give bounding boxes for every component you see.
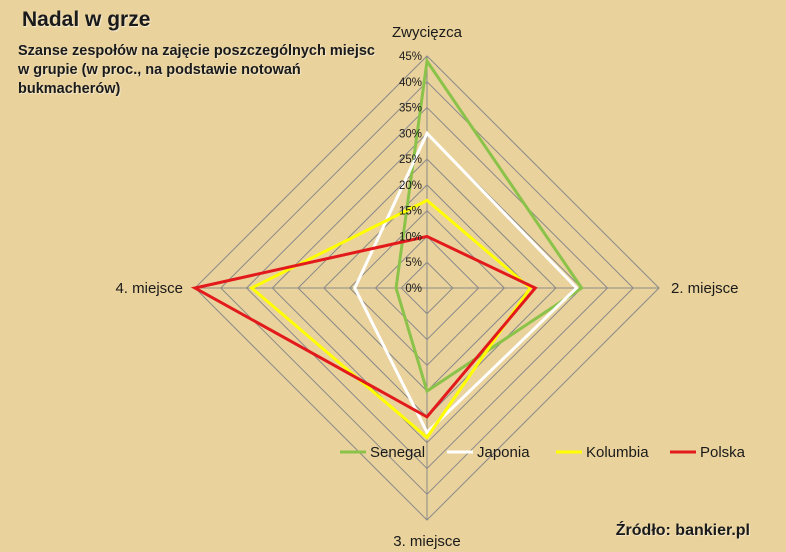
radar-series (190, 57, 584, 440)
tick-label: 30% (399, 128, 422, 140)
tick-label: 40% (399, 77, 422, 89)
tick-label: 15% (399, 206, 422, 218)
series-kolumbia (249, 198, 533, 440)
legend-label: Kolumbia (586, 444, 649, 461)
tick-label: 5% (405, 257, 422, 269)
axis-label: 3. miejsce (393, 533, 461, 550)
tick-label: 10% (399, 231, 422, 243)
tick-label: 0% (405, 283, 422, 295)
axis-labels: Zwycięzca 2. miejsce 3. miejsce 4. miejsce (115, 24, 738, 550)
axis-label: 2. miejsce (671, 280, 739, 297)
tick-label: 35% (399, 103, 422, 115)
tick-label: 45% (399, 51, 422, 63)
tick-label: 25% (399, 154, 422, 166)
legend-label: Senegal (370, 444, 425, 461)
axis-label: Zwycięzca (392, 24, 463, 41)
series-polska (190, 234, 538, 419)
axis-label: 4. miejsce (115, 280, 183, 297)
legend-label: Polska (700, 444, 746, 461)
chart-subtitle: Szanse zespołów na zajęcie poszczególnyc… (18, 43, 375, 97)
series-japonia (353, 130, 579, 435)
chart-title: Nadal w grze (22, 8, 151, 31)
source-note: Źródło: bankier.pl (615, 522, 750, 539)
legend-label: Japonia (477, 444, 530, 461)
legend: Senegal Japonia Kolumbia Polska (340, 444, 746, 461)
tick-labels: 0% 5% 10% 15% 20% 25% 30% 35% 40% 45% (399, 51, 422, 295)
series-senegal (394, 57, 584, 394)
tick-label: 20% (399, 180, 422, 192)
